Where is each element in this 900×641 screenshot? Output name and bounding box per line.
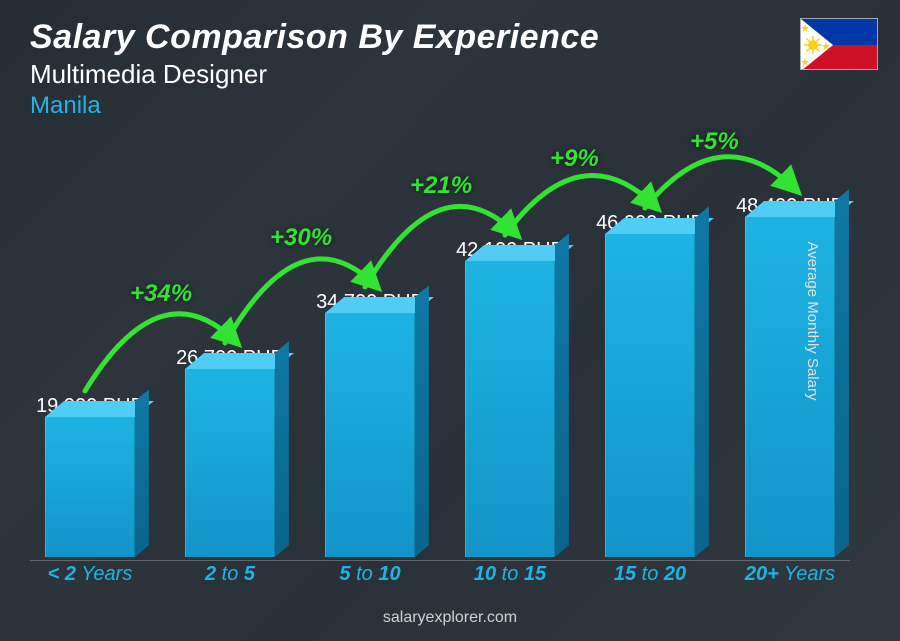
pct-increase-label: +34% xyxy=(130,280,192,308)
bar-group: 48,400 PHP20+ Years xyxy=(730,217,850,586)
pct-increase-label: +5% xyxy=(690,128,739,156)
footer-source: salaryexplorer.com xyxy=(0,609,900,627)
job-title: Multimedia Designer xyxy=(30,59,599,90)
bar-x-label: 15 to 20 xyxy=(614,563,686,586)
bar-x-label: 10 to 15 xyxy=(474,563,546,586)
bar-group: 26,700 PHP2 to 5 xyxy=(170,369,290,586)
pct-increase-label: +30% xyxy=(270,224,332,252)
header: Salary Comparison By Experience Multimed… xyxy=(30,18,599,120)
bar xyxy=(465,261,555,557)
salary-bar-chart: 19,900 PHP< 2 Years26,700 PHP2 to 534,70… xyxy=(30,106,850,586)
bar-x-label: < 2 Years xyxy=(48,563,133,586)
bar-x-label: 20+ Years xyxy=(745,563,835,586)
bar-group: 46,000 PHP15 to 20 xyxy=(590,234,710,586)
bar-group: 19,900 PHP< 2 Years xyxy=(30,417,150,586)
bar-x-label: 5 to 10 xyxy=(339,563,400,586)
bar xyxy=(745,217,835,557)
bar xyxy=(45,417,135,557)
yaxis-label: Average Monthly Salary xyxy=(804,241,821,400)
bar-group: 34,700 PHP5 to 10 xyxy=(310,313,430,586)
pct-increase-label: +9% xyxy=(550,145,599,173)
bar-x-label: 2 to 5 xyxy=(205,563,255,586)
bar-group: 42,100 PHP10 to 15 xyxy=(450,261,570,586)
pct-increase-label: +21% xyxy=(410,172,472,200)
bar xyxy=(325,313,415,557)
page-title: Salary Comparison By Experience xyxy=(30,18,599,57)
flag-icon xyxy=(800,18,878,70)
bar xyxy=(185,369,275,557)
bar xyxy=(605,234,695,557)
